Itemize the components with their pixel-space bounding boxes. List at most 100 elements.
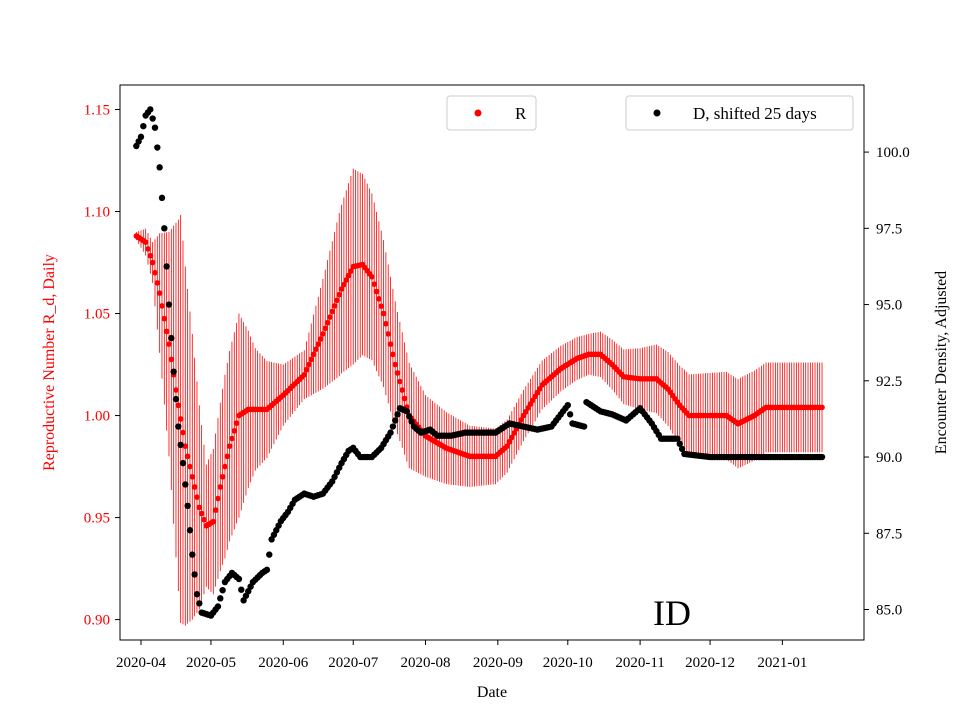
- d-series-points: [133, 106, 826, 619]
- x-tick-label: 2020-09: [473, 655, 523, 671]
- r-point: [504, 443, 510, 449]
- d-point: [158, 194, 166, 202]
- left-y-tick-label: 0.90: [84, 613, 110, 629]
- r-point: [380, 310, 387, 317]
- r-errorbar-group: [135, 168, 823, 626]
- right-y-tick-label: 87.5: [876, 526, 902, 542]
- left-y-tick-label: 0.95: [84, 511, 110, 527]
- x-tick-label: 2020-04: [116, 655, 166, 671]
- r-point: [327, 314, 333, 320]
- r-point: [317, 336, 324, 342]
- d-point: [175, 423, 182, 430]
- d-point: [149, 115, 156, 122]
- r-point: [387, 341, 394, 347]
- r-point: [173, 387, 179, 393]
- r-point: [392, 361, 399, 368]
- right-y-tick-label: 85.0: [876, 603, 902, 619]
- x-axis: 2020-04 2020-05 2020-06 2020-07 2020-08 2020-…: [116, 640, 807, 671]
- left-y-axis-label: Reproductive Number R_d, Daily: [41, 254, 58, 471]
- d-point: [189, 551, 196, 558]
- d-point: [193, 591, 201, 598]
- legend-r: R: [446, 95, 537, 131]
- r-point: [378, 303, 385, 309]
- x-tick-label: 2020-08: [401, 655, 451, 671]
- d-point: [818, 453, 826, 461]
- d-point: [156, 164, 163, 171]
- r-point: [219, 473, 226, 480]
- legend-d: D, shifted 25 days: [625, 95, 854, 131]
- r-point: [506, 438, 513, 445]
- x-tick-label: 2020-07: [328, 655, 378, 671]
- d-point: [168, 334, 175, 342]
- r-point: [397, 378, 403, 385]
- d-point: [235, 575, 243, 583]
- r-point: [336, 291, 343, 298]
- r-point: [168, 356, 175, 363]
- r-point: [233, 420, 240, 427]
- r-point: [163, 328, 170, 335]
- r-point: [142, 239, 149, 245]
- r-point: [329, 308, 336, 315]
- r-point: [341, 281, 347, 288]
- r-point: [509, 434, 515, 441]
- d-point: [147, 106, 154, 113]
- r-point: [331, 303, 338, 309]
- d-point: [263, 566, 271, 574]
- d-point: [163, 263, 170, 270]
- r-point: [322, 325, 329, 332]
- legend-r-marker: [474, 109, 482, 117]
- d-point: [580, 423, 588, 430]
- r-point: [226, 443, 233, 449]
- r-point: [161, 315, 168, 322]
- d-point: [191, 571, 198, 578]
- r-point: [210, 518, 217, 525]
- d-point: [186, 527, 194, 534]
- r-point: [390, 351, 396, 358]
- d-point: [566, 411, 574, 418]
- r-point: [371, 281, 378, 287]
- r-point: [154, 280, 161, 286]
- x-tick-label: 2020-12: [685, 655, 735, 671]
- x-tick-label: 2020-11: [615, 655, 664, 671]
- d-point: [387, 429, 394, 436]
- d-point: [172, 395, 180, 403]
- r-point: [373, 288, 380, 295]
- right-y-axis-label: Encounter Density, Adjusted: [933, 271, 950, 454]
- legend-d-frame: [625, 95, 854, 131]
- d-point: [394, 411, 401, 418]
- r-point: [229, 435, 235, 442]
- d-point: [151, 124, 159, 131]
- x-axis-label: Date: [477, 684, 507, 701]
- r-point: [518, 417, 524, 423]
- r-point: [212, 507, 219, 513]
- right-y-tick-label: 95.0: [876, 298, 902, 314]
- r-point: [215, 495, 221, 502]
- r-point: [222, 463, 228, 470]
- r-point: [324, 319, 331, 326]
- r-point: [152, 269, 158, 276]
- d-point: [217, 595, 224, 602]
- r-point: [175, 402, 182, 409]
- r-point: [338, 286, 345, 292]
- r-point: [819, 404, 825, 411]
- r-point: [343, 277, 350, 283]
- d-point: [403, 408, 411, 415]
- left-y-axis: 0.90 0.95 1.00 1.05 1.10 1.15: [84, 102, 120, 629]
- d-point: [165, 301, 173, 308]
- d-point: [408, 418, 415, 425]
- r-point: [194, 494, 200, 500]
- d-point: [161, 225, 168, 232]
- r-point: [334, 297, 340, 304]
- r-point: [401, 395, 408, 402]
- d-point: [238, 586, 245, 593]
- r-point: [177, 416, 184, 422]
- d-point: [196, 600, 203, 607]
- d-point: [406, 413, 413, 420]
- right-y-tick-label: 92.5: [876, 374, 902, 390]
- r-point: [156, 290, 163, 296]
- r-point: [313, 346, 319, 353]
- r-series-points: [133, 233, 825, 529]
- left-y-tick-label: 1.00: [84, 409, 110, 425]
- x-tick-label: 2020-10: [543, 655, 593, 671]
